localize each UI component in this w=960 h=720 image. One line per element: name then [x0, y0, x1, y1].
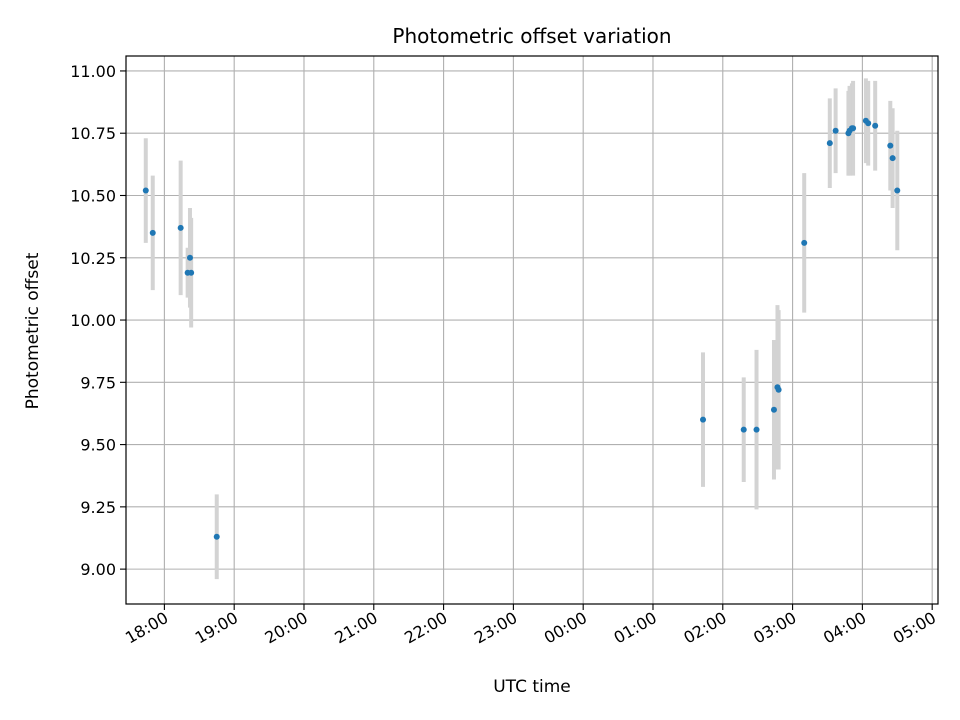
data-point	[186, 254, 193, 261]
data-point	[775, 386, 782, 393]
y-tick-label: 10.75	[70, 124, 116, 143]
data-point	[887, 142, 894, 149]
y-tick-label: 9.00	[80, 560, 116, 579]
y-axis-ticks: 9.00 9.25 9.50 9.75 10.00 10.25 10.50 10.75 11.0…	[70, 62, 126, 579]
y-tick-label: 10.25	[70, 249, 116, 268]
plot-frame	[125, 55, 939, 605]
y-tick-label: 9.50	[80, 436, 116, 455]
y-tick-label: 10.00	[70, 311, 116, 330]
data-point	[865, 120, 872, 127]
data-point	[740, 426, 747, 433]
data-points	[142, 117, 901, 540]
data-point	[177, 224, 184, 231]
data-point	[801, 239, 808, 246]
data-point	[894, 187, 901, 194]
y-tick-label: 9.75	[80, 373, 116, 392]
data-point	[188, 269, 195, 276]
grid	[126, 56, 938, 604]
data-point	[753, 426, 760, 433]
data-point	[832, 127, 839, 134]
data-point	[213, 533, 220, 540]
data-point	[700, 416, 707, 423]
chart-title: Photometric offset variation	[392, 24, 671, 48]
data-point	[826, 140, 833, 147]
x-axis-title: UTC time	[493, 677, 571, 697]
data-point	[770, 406, 777, 413]
data-point	[149, 229, 156, 236]
data-point	[850, 125, 857, 132]
y-tick-label: 11.00	[70, 62, 116, 81]
y-axis-title: Photometric offset	[23, 252, 43, 409]
data-point	[889, 155, 896, 162]
y-tick-label: 9.25	[80, 498, 116, 517]
y-tick-label: 10.50	[70, 186, 116, 205]
data-point	[872, 122, 879, 129]
data-point	[142, 187, 149, 194]
